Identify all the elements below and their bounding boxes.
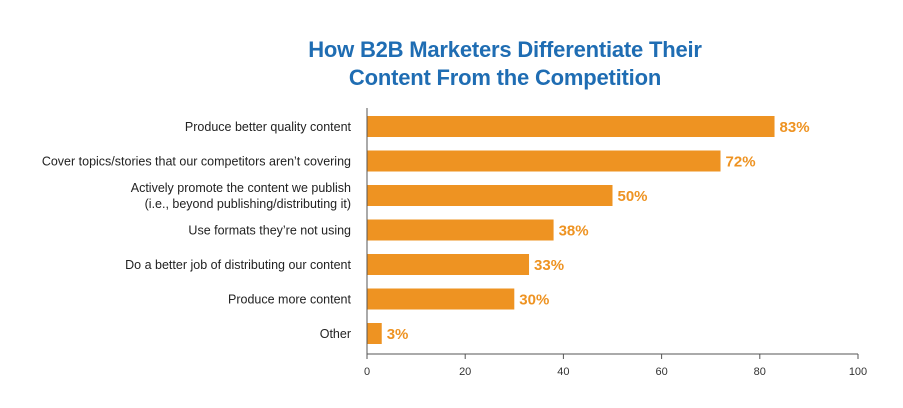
- x-tick-label: 60: [655, 366, 667, 378]
- bar: [367, 185, 613, 206]
- bar: [367, 288, 515, 310]
- category-label: Other: [320, 327, 351, 341]
- x-tick-label: 100: [849, 366, 867, 378]
- category-label: Cover topics/stories that our competitor…: [42, 155, 351, 169]
- x-tick-label: 20: [459, 366, 471, 378]
- chart-title-line-1: How B2B Marketers Differentiate Their: [308, 37, 702, 62]
- data-label: 83%: [780, 119, 810, 136]
- bar: [367, 219, 554, 241]
- category-label: Produce better quality content: [185, 120, 352, 134]
- category-label: Produce more content: [228, 293, 352, 307]
- bar: [367, 323, 382, 344]
- bar: [367, 116, 775, 137]
- category-label: Use formats they’re not using: [188, 224, 351, 238]
- chart-title: How B2B Marketers Differentiate Their Co…: [0, 36, 903, 92]
- x-tick-label: 0: [364, 366, 370, 378]
- x-tick-label: 80: [754, 366, 766, 378]
- chart-title-line-2: Content From the Competition: [348, 65, 662, 90]
- bar: [367, 150, 721, 172]
- data-label: 3%: [387, 326, 409, 343]
- data-label: 30%: [519, 292, 549, 309]
- data-label: 38%: [559, 223, 589, 240]
- data-label: 33%: [534, 257, 564, 274]
- bar: [367, 254, 530, 275]
- category-label: Actively promote the content we publish: [131, 181, 351, 195]
- category-label: Do a better job of distributing our cont…: [125, 258, 351, 272]
- category-label: (i.e., beyond publishing/distributing it…: [145, 197, 351, 211]
- data-label: 72%: [726, 154, 756, 171]
- data-label: 50%: [618, 188, 648, 205]
- x-tick-label: 40: [557, 366, 569, 378]
